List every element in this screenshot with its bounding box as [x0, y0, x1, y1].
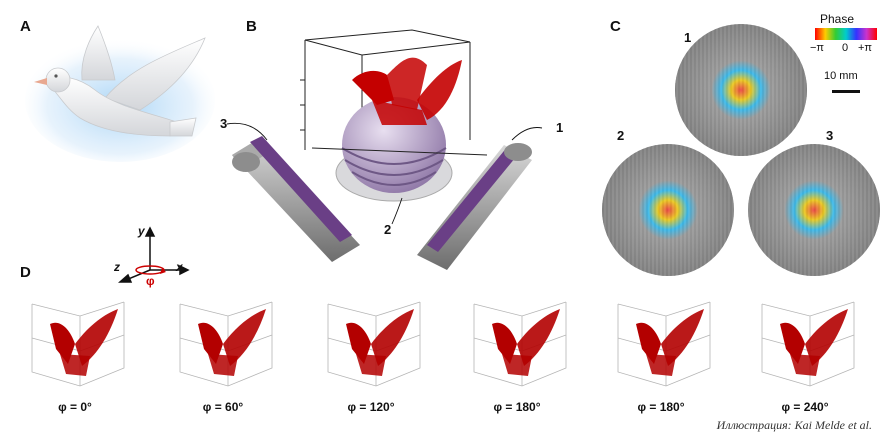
- hologram-label-1: 1: [684, 30, 692, 45]
- right-dish: [417, 143, 532, 270]
- rotation-angle-label-5: φ = 180°: [637, 400, 685, 414]
- colorbar-max-label: +π: [858, 42, 873, 54]
- rotation-view-1: [31, 301, 125, 387]
- colorbar-title: Phase: [820, 12, 855, 26]
- hologram-3: [748, 144, 880, 276]
- callout-2: 2: [384, 222, 392, 237]
- panel-a-label: A: [20, 18, 31, 35]
- dove-model-icon: [25, 25, 215, 162]
- rotation-angle-label-6: φ = 240°: [781, 400, 829, 414]
- phase-colorbar: [815, 28, 877, 40]
- axes-triad: [118, 226, 190, 283]
- callout-3: 3: [220, 116, 228, 131]
- rotation-label: φ: [146, 274, 155, 288]
- colorbar-min-label: −π: [810, 42, 825, 54]
- hologram-setup-figure: [226, 29, 543, 270]
- particle-cloud: [352, 57, 462, 125]
- rotation-angle-label-4: φ = 180°: [493, 400, 541, 414]
- panel-b-label: B: [246, 18, 257, 35]
- rotation-view-6: [761, 301, 855, 387]
- axis-z-label: z: [114, 260, 120, 274]
- rotation-angle-label-1: φ = 0°: [58, 400, 92, 414]
- hologram-1: [675, 24, 807, 156]
- panel-c-label: C: [610, 18, 621, 35]
- rotation-view-2: [179, 301, 273, 387]
- axis-y-label: y: [138, 224, 145, 238]
- colorbar-mid-label: 0: [842, 42, 849, 54]
- panel-d-label: D: [20, 264, 31, 281]
- rotation-angle-label-2: φ = 60°: [202, 400, 244, 414]
- phase-holograms: [602, 24, 880, 276]
- image-credit: Иллюстрация: Kai Melde et al.: [716, 418, 872, 432]
- rotation-view-5: [617, 301, 711, 387]
- scale-bar-label: 10 mm: [824, 70, 858, 82]
- scale-bar: [832, 90, 860, 93]
- hologram-label-2: 2: [617, 128, 625, 143]
- rotation-view-4: [473, 301, 567, 387]
- left-dish: [232, 136, 360, 262]
- rotation-view-3: [327, 301, 421, 387]
- callout-1: 1: [556, 120, 564, 135]
- rotation-angle-label-3: φ = 120°: [347, 400, 395, 414]
- hologram-label-3: 3: [826, 128, 834, 143]
- axis-x-label: x: [176, 260, 183, 274]
- hologram-2: [602, 144, 734, 276]
